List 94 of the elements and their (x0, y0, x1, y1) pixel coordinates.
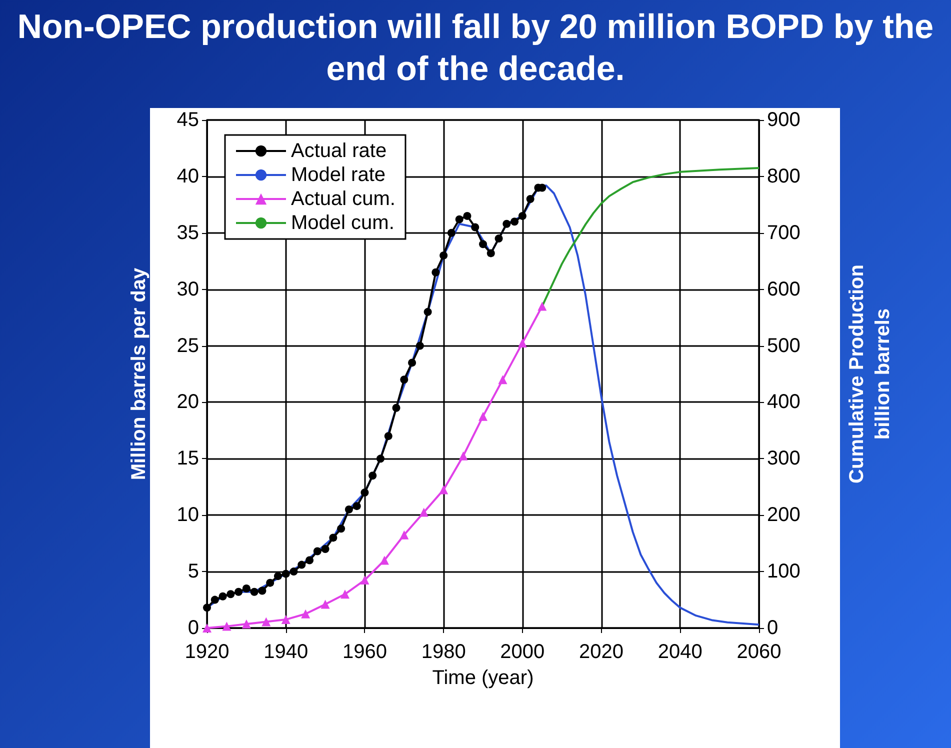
point (242, 584, 250, 592)
y-axis-title: Million barrels per day (128, 266, 150, 480)
x-tick-label: 1960 (342, 641, 387, 663)
y2-tick-label: 500 (767, 334, 800, 357)
chart-title: Non-OPEC production will fall by 20 million BOPD by the end of the decade. (16, 7, 935, 90)
point (376, 454, 384, 463)
point (400, 530, 409, 540)
point (368, 472, 377, 480)
point (518, 212, 526, 220)
point (463, 212, 472, 220)
point (439, 485, 448, 494)
point (258, 586, 266, 595)
y2-tick-label: 0 (767, 617, 778, 639)
x-tick-label: 2040 (658, 641, 702, 663)
point (498, 375, 508, 384)
point (392, 404, 400, 412)
point (321, 544, 330, 553)
y-tick-label: 25 (176, 334, 199, 357)
point (282, 570, 290, 578)
y-tick-label: 40 (176, 165, 199, 188)
point (266, 578, 274, 587)
point (518, 338, 527, 348)
point (478, 412, 488, 421)
point (234, 588, 243, 596)
legend-label: Model rate (291, 164, 386, 186)
point (226, 590, 235, 598)
legend-label: Actual rate (291, 140, 387, 162)
point (281, 615, 290, 624)
y-tick-label: 30 (176, 278, 199, 300)
point (538, 302, 547, 311)
point (222, 622, 232, 631)
point (432, 268, 440, 276)
point (218, 592, 227, 600)
point (298, 560, 306, 569)
y2-tick-label: 100 (767, 560, 800, 583)
point (340, 590, 350, 599)
legend-label: Model cum. (291, 212, 394, 234)
x-tick-label: 1980 (421, 641, 466, 663)
point (440, 251, 448, 260)
point (360, 488, 369, 497)
point (400, 376, 408, 384)
point (360, 576, 370, 585)
point (502, 220, 511, 228)
y-tick-label: 10 (176, 504, 199, 526)
x-tick-label: 2060 (736, 641, 782, 663)
point (250, 588, 258, 596)
point (526, 195, 534, 204)
y2-tick-label: 600 (767, 278, 800, 300)
x-tick-label: 2000 (500, 641, 545, 663)
y-tick-label: 20 (176, 391, 199, 414)
point (262, 617, 271, 626)
y2-tick-label: 400 (767, 391, 800, 414)
x-axis-title: Time (year) (432, 667, 534, 689)
point (344, 505, 353, 514)
point (384, 432, 392, 440)
x-tick-label: 1940 (264, 641, 308, 663)
point (301, 609, 310, 618)
point (274, 572, 282, 580)
point (313, 547, 322, 556)
point (494, 234, 503, 243)
point (242, 620, 251, 629)
point (203, 604, 211, 612)
point (419, 508, 428, 517)
x-tick-label: 1920 (184, 641, 230, 663)
point (210, 596, 219, 604)
point (329, 534, 338, 542)
x-tick-label: 2020 (579, 641, 624, 663)
y2-tick-label: 200 (767, 504, 800, 526)
point (455, 215, 464, 224)
y2-tick-label: 900 (767, 109, 800, 131)
point (290, 568, 298, 576)
point (352, 502, 361, 510)
point (320, 600, 330, 609)
y2-axis-title: Cumulative Production billion barrels (845, 264, 894, 486)
point (408, 358, 416, 367)
point (486, 249, 495, 258)
point (447, 228, 456, 237)
y2-tick-label: 700 (767, 222, 800, 244)
y2-tick-label: 300 (767, 448, 800, 470)
y-tick-label: 45 (176, 109, 199, 131)
point (424, 308, 432, 316)
point (471, 223, 480, 232)
y2-tick-label: 800 (767, 165, 800, 188)
point (337, 524, 346, 533)
legend-label: Actual cum. (291, 188, 396, 210)
point (510, 218, 519, 226)
point (306, 556, 314, 564)
point (416, 342, 424, 350)
y-tick-label: 0 (188, 617, 199, 639)
point (479, 240, 487, 248)
point (458, 451, 468, 460)
y-tick-label: 5 (188, 560, 199, 583)
y-tick-label: 15 (176, 448, 199, 470)
y-tick-label: 35 (176, 222, 199, 244)
